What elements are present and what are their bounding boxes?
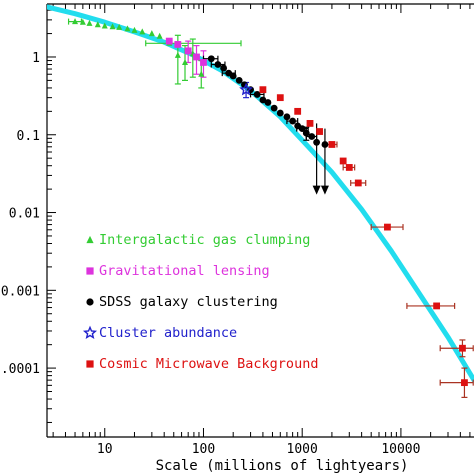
x-tick-label: 10 <box>97 442 113 457</box>
sdss-galaxy-clustering-point <box>235 76 243 84</box>
sdss-galaxy-clustering-point <box>214 61 222 68</box>
gravitational-lensing-point <box>184 47 192 55</box>
sdss-galaxy-clustering-point <box>253 91 261 98</box>
cluster-abundance-point <box>239 82 253 96</box>
legend-marker-cluster-abundance <box>82 325 98 339</box>
legend-label-cluster-abundance: Cluster abundance <box>99 325 237 341</box>
cosmic-microwave-background-point <box>384 223 391 231</box>
intergalactic-gas-clumping-point <box>139 28 146 35</box>
cosmic-microwave-background-point <box>294 107 302 115</box>
x-tick-label: 10000 <box>381 442 420 457</box>
cosmic-microwave-background-point <box>339 157 347 165</box>
sdss-galaxy-clustering-point <box>259 96 267 104</box>
intergalactic-gas-clumping-point <box>131 26 138 33</box>
y-tick-label: 0.0001 <box>0 362 40 377</box>
sdss-galaxy-clustering-point <box>298 125 306 133</box>
cosmic-microwave-background-point <box>345 164 353 171</box>
sdss-galaxy-clustering-point <box>321 141 329 148</box>
legend-label-sdss-galaxy-clustering: SDSS galaxy clustering <box>99 294 278 310</box>
cosmic-microwave-background-point <box>316 128 323 135</box>
intergalactic-gas-clumping-point <box>101 22 108 29</box>
legend-marker-gravitational-lensing <box>86 267 94 275</box>
sdss-galaxy-clustering-point <box>264 99 272 106</box>
sdss-galaxy-clustering-upper-limit-arrow <box>320 185 329 195</box>
y-tick-label: 0.1 <box>17 129 40 144</box>
y-axis: 1 0.1 0.01 0.001 0.0001 <box>0 9 56 423</box>
legend-marker-sdss-galaxy-clustering <box>86 298 94 306</box>
sdss-galaxy-clustering-upper-limit-arrow <box>312 185 321 195</box>
y-tick-label: 1 <box>32 51 40 66</box>
cosmic-microwave-background-point <box>459 344 466 352</box>
sdss-galaxy-clustering-point <box>276 109 284 117</box>
intergalactic-gas-clumping-point <box>198 70 205 77</box>
cosmic-microwave-background-point <box>354 179 362 187</box>
x-axis: 10 100 1000 10000 <box>52 4 471 457</box>
sdss-galaxy-clustering-point <box>207 55 215 63</box>
intergalactic-gas-clumping-point <box>182 58 189 65</box>
cosmic-microwave-background-point <box>433 302 441 310</box>
cosmic-microwave-background-point <box>276 94 284 102</box>
x-tick-label: 1000 <box>287 442 318 457</box>
gravitational-lensing-point <box>200 59 207 66</box>
cosmic-microwave-background-point <box>259 86 267 94</box>
legend-label-cosmic-microwave-background: Cosmic Microwave Background <box>99 356 318 372</box>
cosmic-microwave-background-point <box>306 119 314 127</box>
error-bars <box>67 18 474 398</box>
plot-area <box>47 4 474 398</box>
gravitational-lensing-point <box>174 41 182 48</box>
sdss-galaxy-clustering-point <box>283 113 291 121</box>
intergalactic-gas-clumping-point <box>72 18 79 25</box>
x-axis-label: Scale (millions of lightyears) <box>156 458 409 474</box>
cosmic-microwave-background-point <box>328 141 336 148</box>
legend: Intergalactic gas clumping Gravitational … <box>82 232 318 372</box>
intergalactic-gas-clumping-point <box>124 25 131 32</box>
sdss-galaxy-clustering-point <box>308 133 316 140</box>
gravitational-lensing-point <box>165 37 173 45</box>
intergalactic-gas-clumping-point <box>148 30 155 37</box>
legend-label-intergalactic-gas-clumping: Intergalactic gas clumping <box>99 232 310 248</box>
gravitational-lensing-point <box>193 53 200 61</box>
x-tick-label: 100 <box>192 442 215 457</box>
intergalactic-gas-clumping-point <box>109 23 116 30</box>
y-tick-label: 0.001 <box>1 284 40 299</box>
legend-marker-intergalactic-gas-clumping <box>86 235 94 244</box>
intergalactic-gas-clumping-point <box>174 51 181 58</box>
legend-label-gravitational-lensing: Gravitational lensing <box>99 263 270 279</box>
intergalactic-gas-clumping-point <box>86 19 93 26</box>
y-tick-label: 0.01 <box>9 207 40 222</box>
sdss-galaxy-clustering-point <box>302 129 310 137</box>
sdss-galaxy-clustering-point <box>313 138 321 146</box>
intergalactic-gas-clumping-point <box>156 32 163 39</box>
sdss-galaxy-clustering-point <box>270 104 278 112</box>
cosmic-microwave-background-point <box>461 379 468 387</box>
sdss-galaxy-clustering-point <box>220 64 228 72</box>
intergalactic-gas-clumping-point <box>116 23 123 30</box>
legend-marker-cosmic-microwave-background <box>86 360 94 368</box>
data-markers <box>72 18 468 387</box>
intergalactic-gas-clumping-point <box>79 18 86 25</box>
intergalactic-gas-clumping-point <box>94 21 101 28</box>
sdss-galaxy-clustering-point <box>229 72 237 80</box>
sdss-galaxy-clustering-point <box>289 117 297 125</box>
